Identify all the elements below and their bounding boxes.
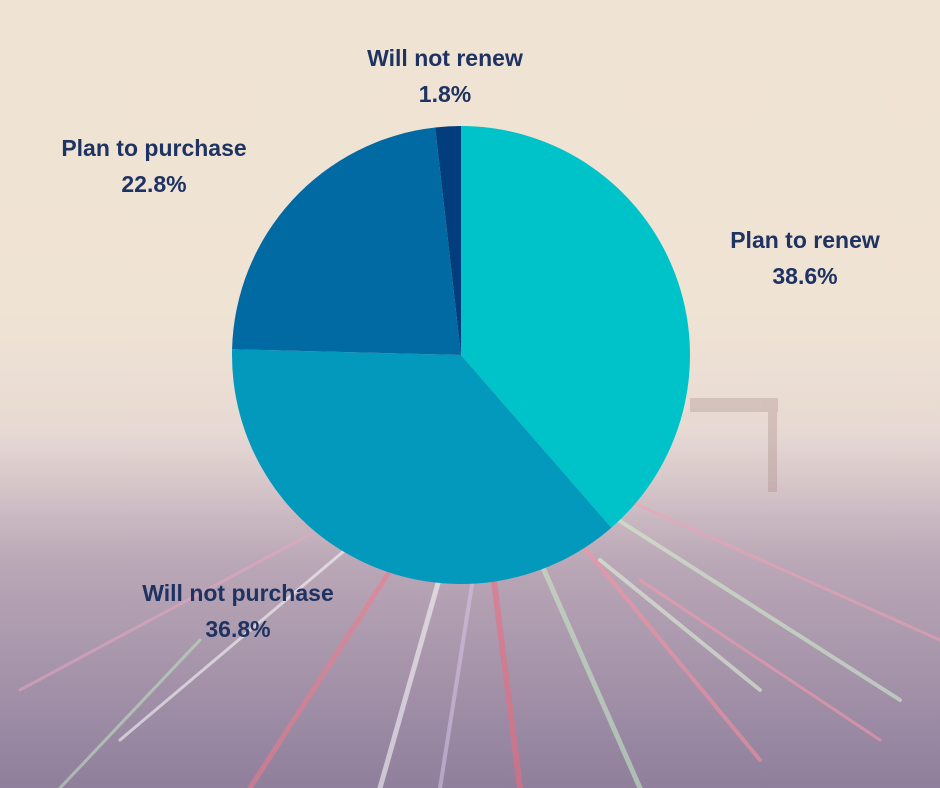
pie-slice-will-not-purchase	[231, 349, 612, 584]
slice-label-text: Will not purchase	[142, 580, 334, 606]
pie-slice-plan-to-renew	[461, 126, 690, 528]
slice-label-text: Plan to renew	[730, 227, 880, 253]
slice-label-text: Will not renew	[367, 45, 523, 71]
slice-label-will-not-purchase: Will not purchase 36.8%	[118, 575, 358, 647]
slice-value-text: 38.6%	[772, 263, 838, 289]
slice-label-plan-to-renew: Plan to renew 38.6%	[700, 222, 910, 294]
slice-value-text: 36.8%	[205, 616, 271, 642]
slice-label-will-not-renew: Will not renew 1.8%	[340, 40, 550, 112]
slice-value-text: 1.8%	[418, 81, 472, 107]
pie-slice-will-not-renew	[435, 125, 461, 355]
slice-label-plan-to-purchase: Plan to purchase 22.8%	[40, 130, 268, 202]
slice-label-text: Plan to purchase	[61, 135, 247, 161]
pie-slice-plan-to-purchase	[232, 127, 461, 356]
slice-value-text: 22.8%	[121, 171, 187, 197]
